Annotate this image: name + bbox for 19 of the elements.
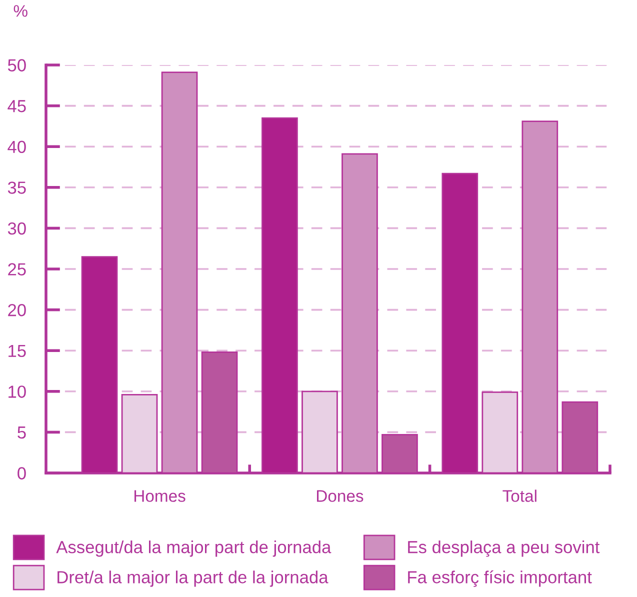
- x-tick-label: Total: [502, 490, 536, 502]
- y-tick-label: 25: [8, 263, 26, 276]
- y-tick-label: 40: [8, 140, 26, 154]
- y-tick-label: 45: [8, 100, 26, 112]
- x-tick-label: Homes: [134, 490, 186, 502]
- y-tick-label: 10: [8, 386, 26, 398]
- y-tick-label: 15: [8, 344, 26, 358]
- legend-label: Assegut/da la major part de jornada: [56, 540, 332, 557]
- x-tick-label: Dones: [316, 490, 364, 502]
- y-tick-label: 35: [8, 182, 26, 194]
- legend-label: Es desplaça a peu sovint: [408, 540, 600, 557]
- y-tick-label: 20: [8, 304, 26, 316]
- legend-label: Fa esforç físic important: [408, 570, 592, 587]
- y-tick-label: 0: [18, 467, 26, 480]
- y-tick-label: 5: [18, 426, 26, 439]
- legend-label: Dret/a la major la part de la jornada: [58, 570, 328, 587]
- y-tick-label: 30: [8, 222, 26, 235]
- y-axis-title: %: [14, 5, 28, 17]
- y-tick-label: 50: [8, 59, 26, 72]
